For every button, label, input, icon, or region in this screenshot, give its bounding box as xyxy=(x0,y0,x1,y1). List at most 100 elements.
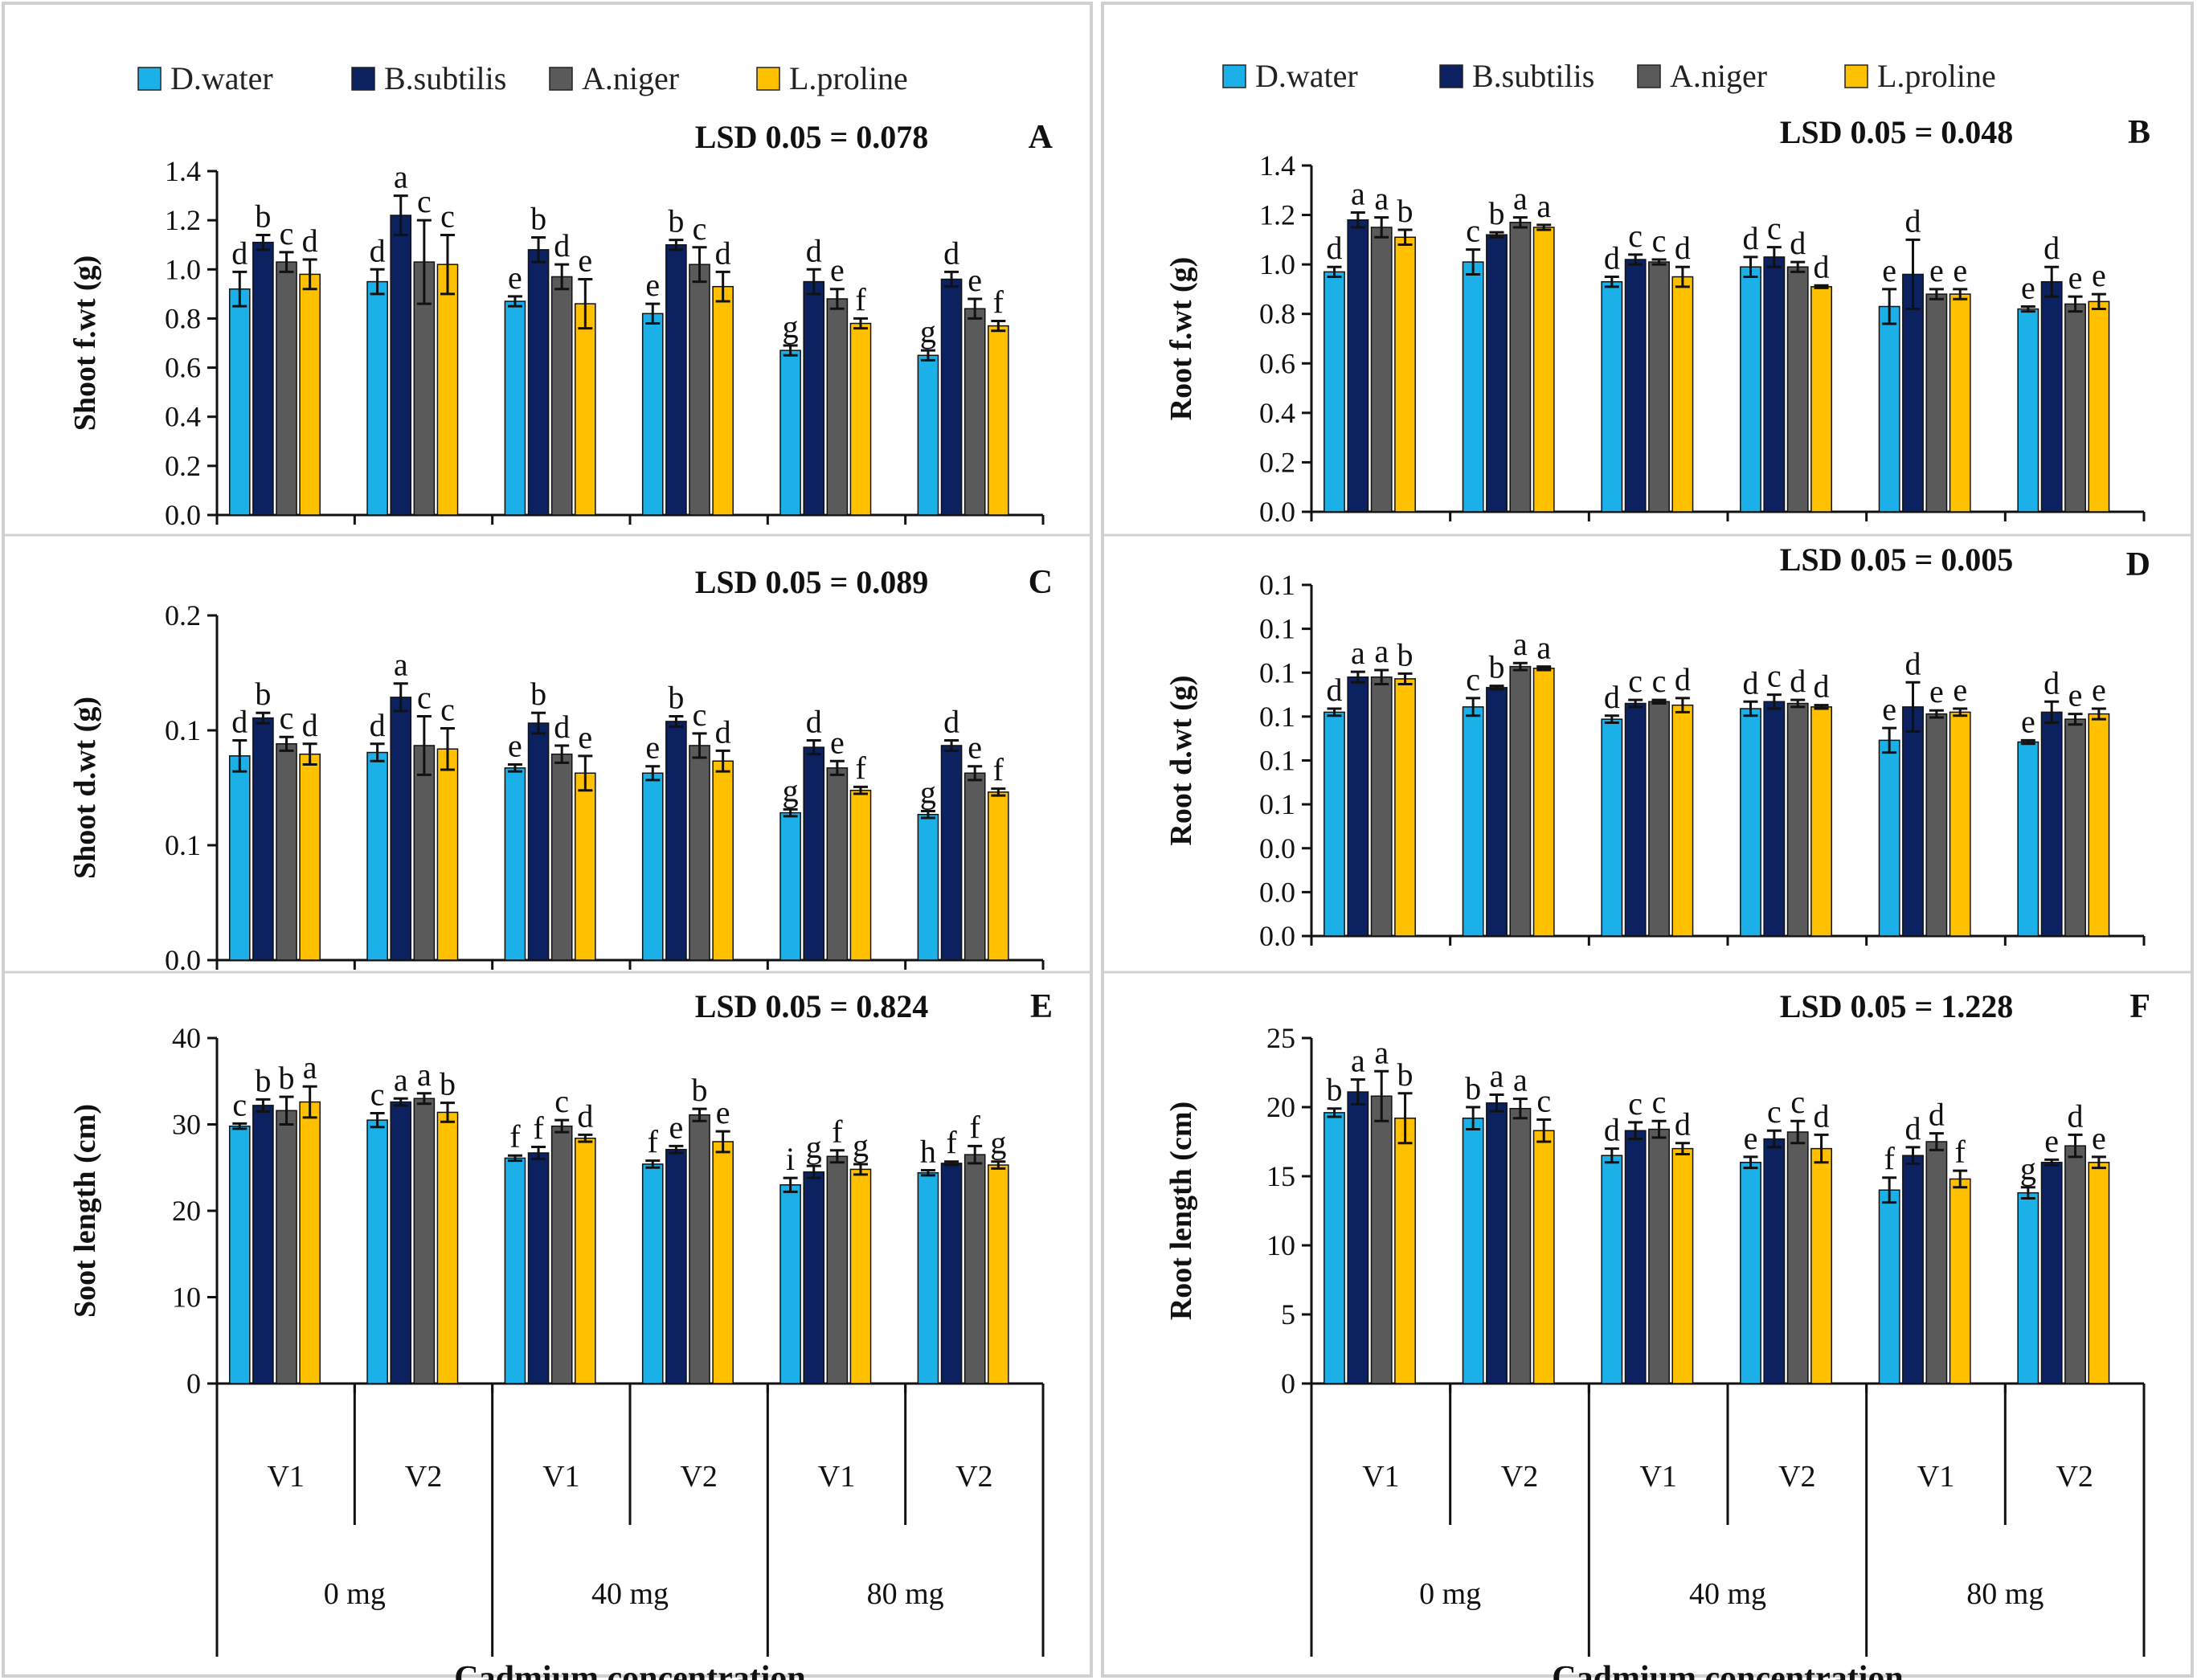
significance-letter: c xyxy=(1652,223,1667,259)
x-supergroup-label: 40 mg xyxy=(1689,1577,1766,1611)
y-axis-label: Root length (cm) xyxy=(1164,1102,1198,1320)
significance-letter: d xyxy=(2044,230,2060,266)
bar xyxy=(1347,1091,1369,1384)
bar xyxy=(1740,1162,1761,1384)
significance-letter: e xyxy=(968,730,982,766)
bar xyxy=(689,1114,710,1384)
bar xyxy=(2040,280,2063,513)
y-tick-label: 0.0 xyxy=(1259,832,1295,865)
bar xyxy=(1624,259,1647,513)
significance-letter: a xyxy=(1490,1058,1504,1094)
significance-letter: i xyxy=(786,1141,795,1177)
significance-letter: d xyxy=(1814,248,1830,284)
panel-A: 0.0 0.2 0.4 0.6 0.8 1.0 1.2 1.4 Shoot f.wt (g) LS… xyxy=(68,119,1053,531)
significance-letter: d xyxy=(1742,664,1758,701)
significance-letter: d xyxy=(806,704,822,740)
bar xyxy=(299,753,321,961)
bar xyxy=(2040,711,2063,937)
bar xyxy=(504,767,526,961)
bar xyxy=(826,1155,849,1384)
bar xyxy=(2040,1162,2063,1384)
legend-swatch xyxy=(1637,64,1661,88)
bar xyxy=(527,249,550,516)
y-tick-label: 1.4 xyxy=(165,155,201,187)
x-group-label: V2 xyxy=(680,1460,717,1494)
significance-letter: d xyxy=(577,1098,593,1134)
bar xyxy=(1624,702,1647,937)
significance-letter: d xyxy=(1814,668,1830,705)
bar xyxy=(1601,718,1623,937)
bar xyxy=(1394,236,1416,513)
y-axis-label: Shoot d.wt (g) xyxy=(68,697,102,879)
legend-swatch xyxy=(549,67,573,91)
significance-letter: c xyxy=(554,1083,569,1119)
legend-label: B.subtilis xyxy=(1472,58,1594,94)
significance-letter: b xyxy=(255,1062,271,1098)
significance-letter: b xyxy=(1397,636,1414,672)
y-tick-label: 0.1 xyxy=(1259,745,1295,777)
bar xyxy=(2064,303,2086,513)
bar xyxy=(1486,687,1508,937)
y-tick-label: 0.1 xyxy=(1259,613,1295,645)
significance-letter: a xyxy=(394,647,408,683)
significance-letter: f xyxy=(855,281,866,317)
legend-left: D.water B.subtilis A.niger L.proline xyxy=(137,60,908,96)
bar xyxy=(1763,1138,1786,1384)
significance-letter: f xyxy=(648,1124,659,1160)
significance-letter: c xyxy=(1767,211,1782,247)
y-tick-label: 1.0 xyxy=(165,253,201,285)
significance-letter: g xyxy=(920,774,936,810)
bar xyxy=(366,280,388,516)
x-group-label: V1 xyxy=(1917,1460,1954,1494)
y-tick-label: 1.2 xyxy=(1259,199,1295,231)
x-group-label: V1 xyxy=(267,1460,304,1494)
bar xyxy=(1532,1130,1555,1384)
bar xyxy=(1509,222,1532,513)
panel-label: E xyxy=(1030,988,1053,1025)
bar xyxy=(641,772,664,961)
bar xyxy=(228,288,251,516)
bar xyxy=(1925,713,1948,937)
x-supergroup-label: 80 mg xyxy=(1966,1577,2044,1611)
significance-letter: c xyxy=(1536,1082,1551,1118)
significance-letter: d xyxy=(1604,240,1620,276)
bar xyxy=(712,285,734,516)
significance-letter: d xyxy=(715,713,731,750)
significance-letter: e xyxy=(1744,1120,1758,1156)
bar xyxy=(2017,308,2039,513)
bar xyxy=(1370,676,1393,937)
significance-letter: f xyxy=(832,1114,843,1150)
lsd-annotation: LSD 0.05 = 0.824 xyxy=(695,988,929,1024)
significance-letter: c xyxy=(440,198,455,234)
bar xyxy=(712,760,734,961)
left-column-frame xyxy=(2,2,1093,1678)
significance-letter: d xyxy=(1326,672,1342,708)
significance-letter: f xyxy=(855,750,866,786)
significance-letter: d xyxy=(2068,1098,2084,1134)
bar xyxy=(1949,711,1971,937)
x-group-label: V1 xyxy=(818,1460,855,1494)
bar xyxy=(2064,1145,2086,1384)
bar xyxy=(803,280,825,516)
significance-letter: a xyxy=(1351,1043,1365,1079)
significance-letter: e xyxy=(1882,691,1896,727)
bar xyxy=(1324,711,1345,937)
bar xyxy=(1462,1118,1484,1384)
y-tick-label: 0.2 xyxy=(1259,446,1295,478)
significance-letter: d xyxy=(2044,664,2060,701)
significance-letter: a xyxy=(1351,175,1365,211)
y-axis-label: Root f.wt (g) xyxy=(1164,257,1198,421)
bar xyxy=(550,1125,573,1384)
significance-letter: f xyxy=(1955,1134,1966,1170)
significance-letter: b xyxy=(668,203,684,239)
x-group-label: V2 xyxy=(1778,1460,1815,1494)
significance-letter: d xyxy=(231,704,248,740)
bar xyxy=(1902,273,1924,513)
significance-letter: a xyxy=(1374,181,1389,217)
significance-letter: d xyxy=(1675,1106,1691,1142)
y-tick-label: 1.2 xyxy=(165,204,201,236)
significance-letter: d xyxy=(1604,679,1620,715)
bar xyxy=(689,264,710,516)
bar xyxy=(940,278,963,516)
